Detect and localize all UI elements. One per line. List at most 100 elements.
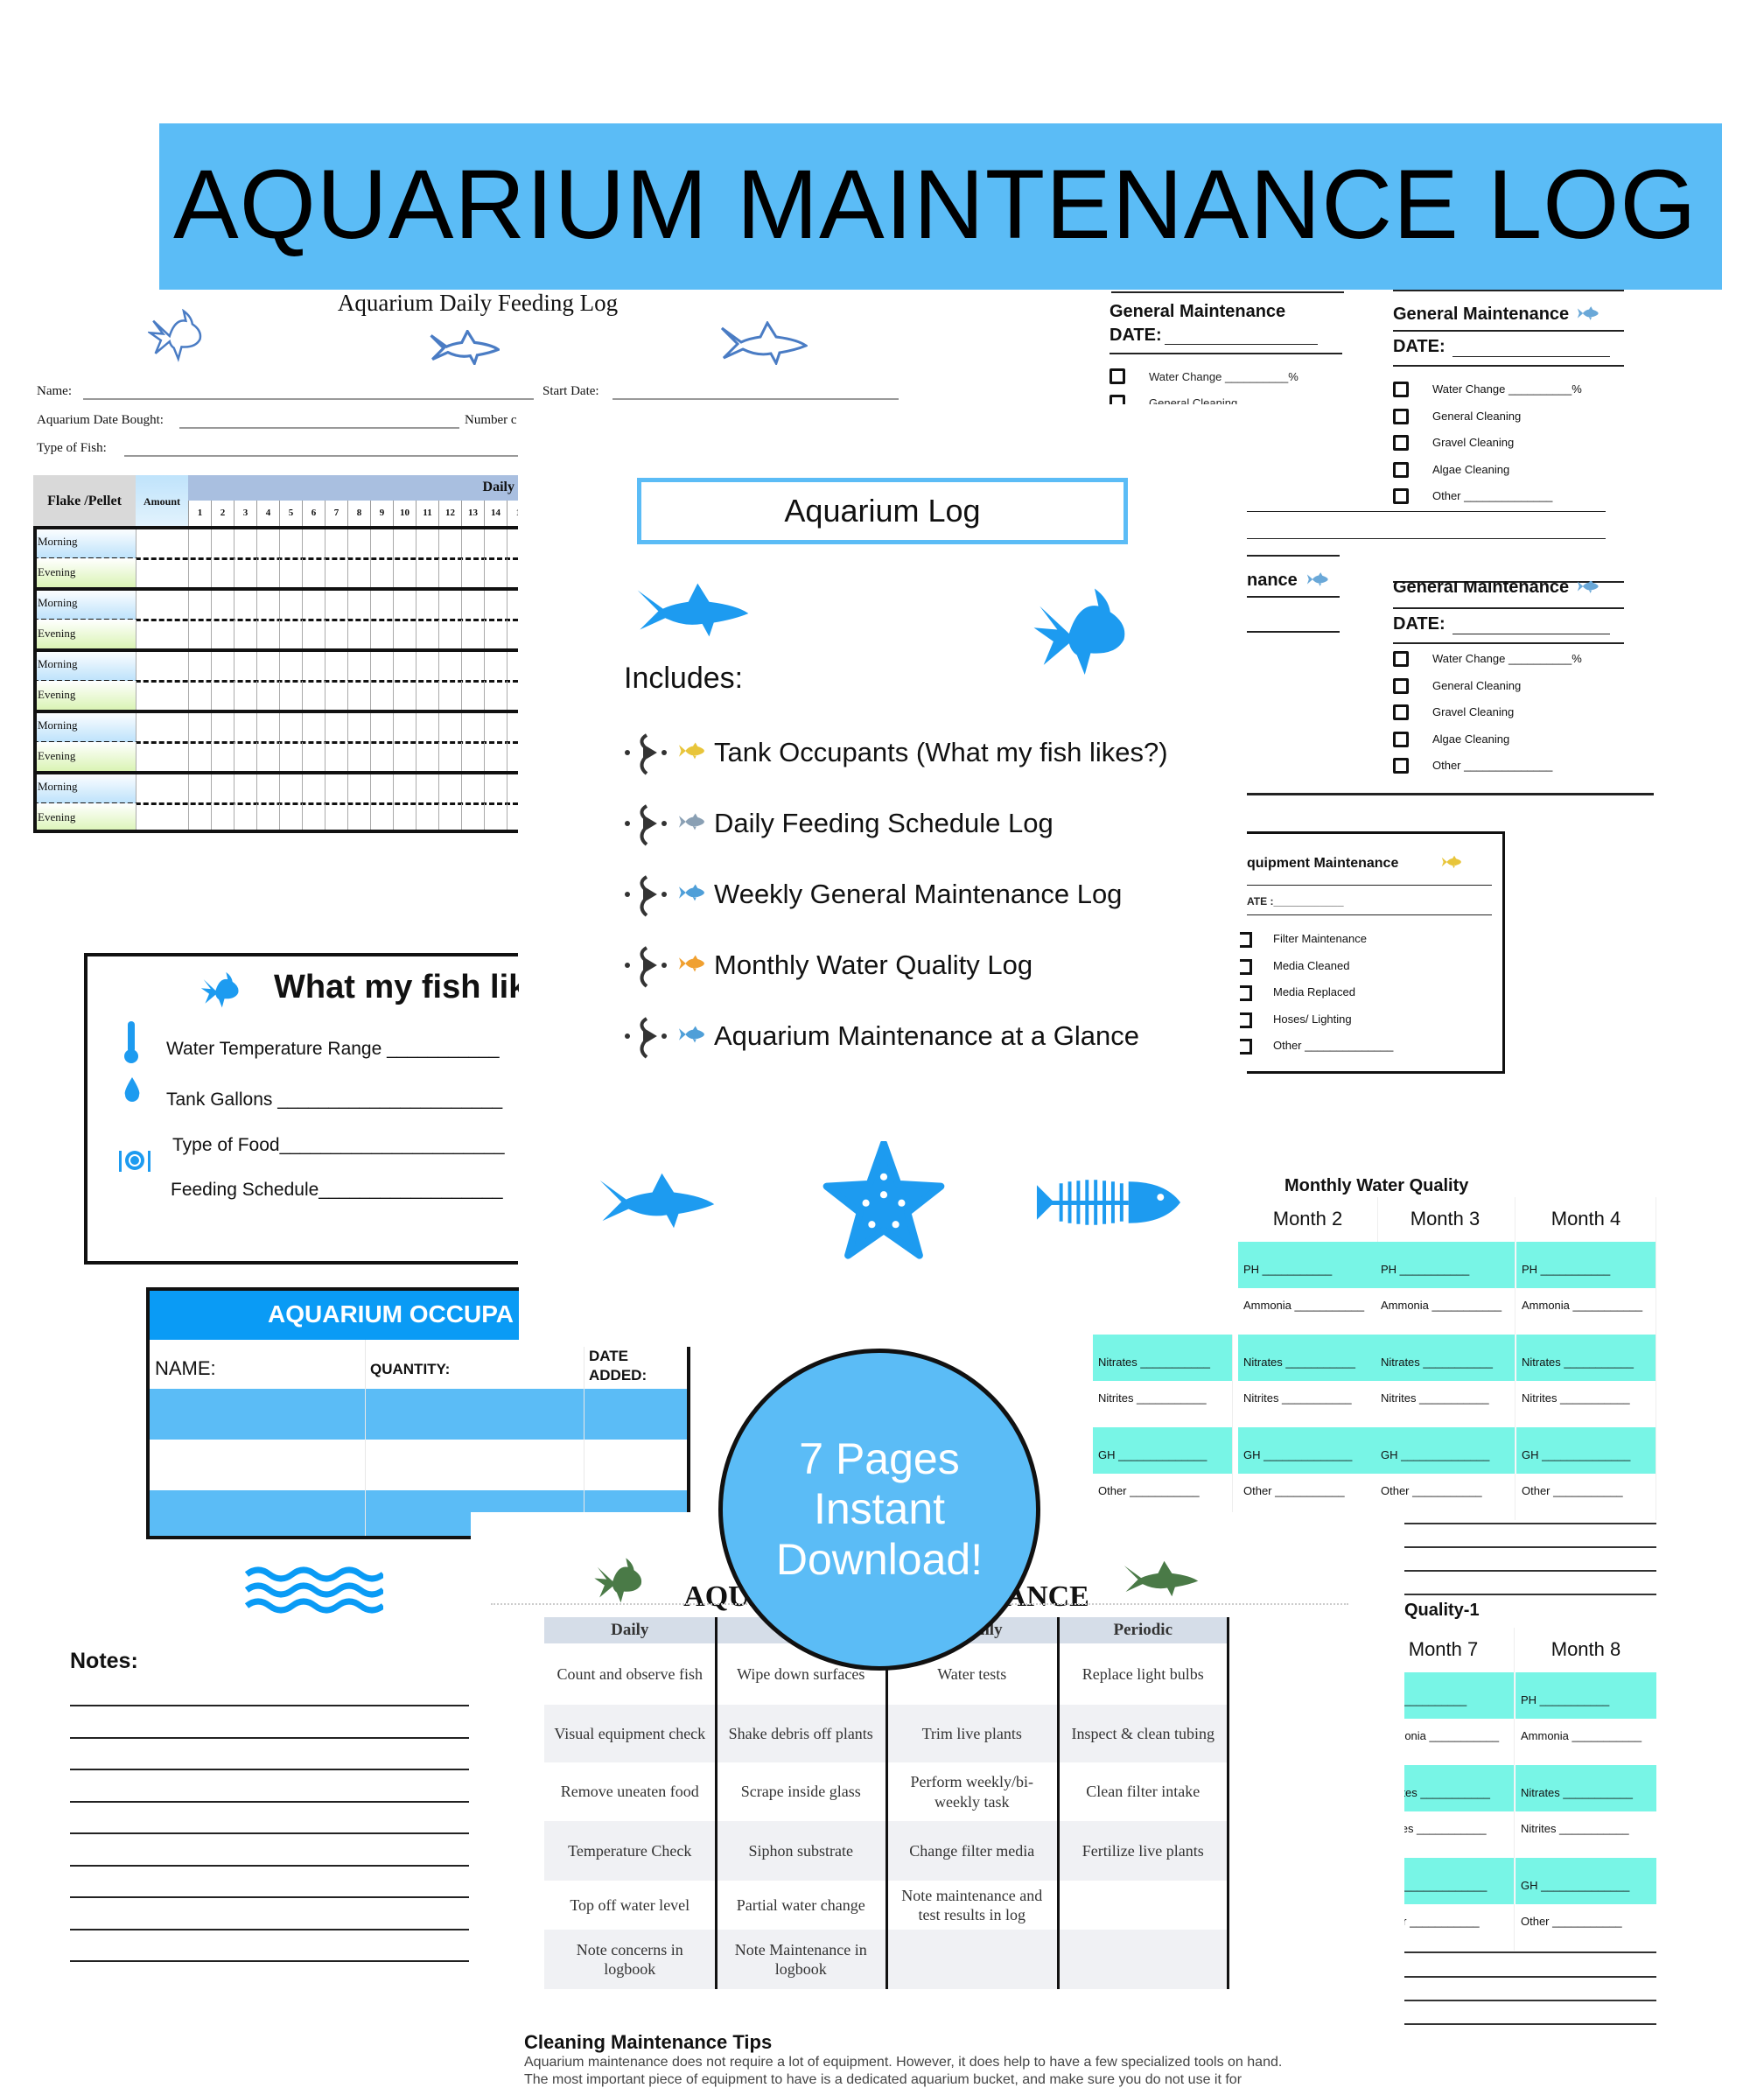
notes-line[interactable] [1404, 1951, 1656, 1953]
notes-line[interactable] [70, 1736, 469, 1739]
badge-line: 7 Pages [799, 1433, 960, 1483]
water-param-cell[interactable]: GH ______________ [1404, 1858, 1515, 1904]
water-param-cell[interactable]: Nitrites ___________ [1516, 1381, 1656, 1427]
gm-item: Gravel Cleaning [1432, 436, 1515, 449]
water-param-cell[interactable]: Nitrates ___________ [1238, 1335, 1378, 1381]
notes-line[interactable] [70, 1769, 469, 1770]
grid-line [279, 528, 280, 558]
checkbox[interactable] [1393, 488, 1409, 504]
water-param-cell[interactable]: PH ___________ [1516, 1242, 1656, 1288]
water-param-cell[interactable]: PH ___________ [1376, 1242, 1516, 1288]
water-param-cell[interactable]: Nitrites ___________ [1093, 1381, 1233, 1427]
gm-item: General Cleaning [1149, 396, 1238, 404]
grid-line [347, 742, 348, 773]
water-param-cell[interactable]: Nitrites ___________ [1404, 1811, 1515, 1858]
water-param-cell[interactable]: Ammonia ___________ [1238, 1288, 1378, 1335]
notes-line[interactable] [1404, 1570, 1656, 1572]
checkbox[interactable] [1393, 408, 1409, 424]
table-row[interactable] [150, 1440, 687, 1490]
notes-line[interactable] [70, 1960, 469, 1962]
checkbox[interactable] [1110, 368, 1125, 384]
grid-line [370, 528, 371, 558]
day-header: 12 [438, 501, 461, 528]
table-cell: Remove uneaten food [544, 1762, 716, 1821]
type-of-fish-field[interactable] [124, 455, 518, 457]
grid-line [370, 742, 371, 773]
water-param-cell[interactable]: Other ___________ [1516, 1474, 1656, 1520]
notes-line[interactable] [70, 1928, 469, 1930]
water-param-cell[interactable]: Other ___________ [1376, 1474, 1516, 1520]
notes-line[interactable] [1404, 2023, 1656, 2025]
water-param-cell[interactable]: Nitrites ___________ [1376, 1381, 1516, 1427]
name-field[interactable] [83, 398, 534, 400]
notes-line[interactable] [70, 1864, 469, 1867]
fishbone-icon [1036, 1180, 1181, 1225]
water-param-cell[interactable]: Nitrates ___________ [1376, 1335, 1516, 1381]
shark-outline-icon [716, 321, 812, 365]
checkbox[interactable] [1240, 932, 1252, 948]
water-param-cell[interactable]: Nitrates ___________ [1516, 1335, 1656, 1381]
grid-line [484, 773, 485, 803]
checkbox[interactable] [1393, 651, 1409, 667]
water-param-cell[interactable]: Nitrates ___________ [1404, 1765, 1515, 1811]
date-bought-field[interactable] [179, 427, 459, 429]
water-param-cell[interactable]: Nitrites ___________ [1238, 1381, 1378, 1427]
tank-gallons-field[interactable]: Tank Gallons ______________________ [166, 1090, 503, 1110]
feeding-schedule-field[interactable]: Feeding Schedule__________________ [171, 1180, 503, 1200]
table-row[interactable] [150, 1389, 687, 1440]
notes-line[interactable] [1404, 1546, 1656, 1548]
checkbox[interactable] [1240, 985, 1252, 1001]
water-param-cell[interactable]: Other ___________ [1516, 1904, 1656, 1951]
water-param-cell[interactable]: GH ______________ [1093, 1427, 1233, 1474]
water-param-cell[interactable]: Ammonia ___________ [1404, 1719, 1515, 1765]
water-param-cell[interactable]: PH ___________ [1516, 1672, 1656, 1719]
checkbox[interactable] [1240, 1039, 1252, 1055]
notes-line[interactable] [70, 1800, 469, 1803]
notes-line[interactable] [1404, 1523, 1656, 1524]
grid-line [438, 773, 439, 803]
notes-line[interactable] [1404, 2000, 1656, 2001]
checkbox[interactable] [1393, 677, 1409, 694]
water-param-cell[interactable]: Nitrates ___________ [1516, 1765, 1656, 1811]
notes-line[interactable] [1404, 1594, 1656, 1595]
start-date-field[interactable] [612, 398, 899, 400]
notes-line[interactable] [70, 1896, 469, 1898]
notes-line[interactable] [70, 1832, 469, 1834]
checkbox[interactable] [1393, 461, 1409, 478]
checkbox[interactable] [1393, 382, 1409, 397]
water-param-cell[interactable]: GH ______________ [1516, 1427, 1656, 1474]
checkbox[interactable] [1110, 395, 1125, 404]
grid-line [211, 742, 212, 773]
water-param-cell[interactable]: Other ___________ [1404, 1904, 1515, 1951]
water-temp-field[interactable]: Water Temperature Range ___________ [166, 1039, 500, 1059]
water-param-cell[interactable]: GH ______________ [1516, 1858, 1656, 1904]
water-param-cell[interactable]: Ammonia ___________ [1516, 1719, 1656, 1765]
table-cell: Scrape inside glass [715, 1762, 886, 1821]
checkbox[interactable] [1393, 758, 1409, 774]
checkbox[interactable] [1393, 704, 1409, 720]
feeding-table: Flake /Pellet Amount Daily 1 2 3 4 5 6 7 8 9 10 11… [33, 475, 518, 833]
download-badge: 7 Pages Instant Download! [718, 1349, 1040, 1671]
water-param-cell[interactable]: PH ___________ [1238, 1242, 1378, 1288]
plate-cutlery-icon [119, 1151, 150, 1172]
water-param-cell[interactable]: Ammonia ___________ [1516, 1288, 1656, 1335]
grid-line [393, 650, 394, 681]
water-param-cell[interactable]: GH ______________ [1238, 1427, 1378, 1474]
checkbox[interactable] [1393, 731, 1409, 747]
checkbox[interactable] [1240, 1012, 1252, 1028]
checkbox[interactable] [1393, 435, 1409, 451]
water-param-cell[interactable]: Nitrates ___________ [1093, 1335, 1233, 1381]
type-of-food-field[interactable]: Type of Food______________________ [172, 1135, 505, 1155]
general-maintenance-card-1: General Maintenance DATE: Water Change _… [1110, 290, 1348, 404]
water-param-cell[interactable]: PH ___________ [1404, 1672, 1515, 1719]
water-param-cell[interactable]: Ammonia ___________ [1376, 1288, 1516, 1335]
tropical-fish-icon [678, 740, 708, 761]
checkbox[interactable] [1240, 958, 1252, 975]
grid-line [302, 773, 303, 803]
notes-line[interactable] [1404, 1976, 1656, 1978]
table-cell: Partial water change [715, 1881, 886, 1930]
date-field[interactable] [1452, 356, 1610, 357]
water-param-cell[interactable]: GH ______________ [1376, 1427, 1516, 1474]
notes-line[interactable] [70, 1705, 469, 1706]
water-param-cell[interactable]: Nitrites ___________ [1516, 1811, 1656, 1858]
